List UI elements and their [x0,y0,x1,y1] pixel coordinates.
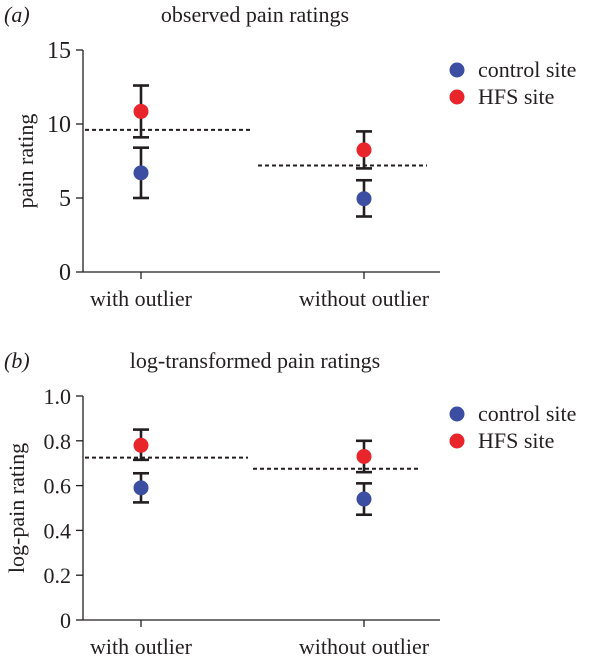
legend-label: HFS site [478,428,554,453]
legend-label: control site [478,57,576,82]
x-tick-label: with outlier [90,634,193,659]
data-point-hfs [356,142,372,158]
y-tick-label: 0.4 [44,518,72,543]
y-tick-label: 5 [59,186,71,212]
chart-panel-1: (a) observed pain ratings 0 5 10 15 pain ratin… [4,2,576,311]
data-point-hfs [133,437,149,453]
y-tick-label: 15 [47,38,71,64]
data-point-control [356,491,372,507]
x-tick-label: without outlier [299,634,430,659]
data-point-control [356,191,372,207]
data-point-hfs [133,103,149,119]
data-point-control [133,165,149,181]
y-tick-label: 0.6 [44,474,72,499]
data-point-hfs [356,448,372,464]
y-tick-label: 0.8 [44,429,72,454]
y-tick-label: 10 [47,112,71,138]
y-tick-label: 1.0 [44,384,72,409]
chart-title: observed pain ratings [161,2,349,27]
legend-marker [449,89,465,105]
y-tick-label: 0 [59,260,71,286]
panel-label: (a) [4,2,30,27]
y-axis-label: pain rating [13,114,38,209]
data-point-control [133,480,149,496]
y-tick-label: 0 [60,608,71,633]
y-axis-label: log-pain rating [4,443,29,573]
legend-label: HFS site [478,84,554,109]
legend-marker [449,406,465,422]
x-tick-label: without outlier [299,286,430,311]
legend-marker [449,433,465,449]
legend-marker [449,62,465,78]
x-tick-label: with outlier [90,286,193,311]
chart-title: log-transformed pain ratings [130,348,381,373]
y-tick-label: 0.2 [44,563,72,588]
chart-panel-2: (b) log-transformed pain ratings 0 0.2 0.4 0.… [4,348,576,659]
legend-label: control site [478,401,576,426]
panel-label: (b) [4,348,30,373]
